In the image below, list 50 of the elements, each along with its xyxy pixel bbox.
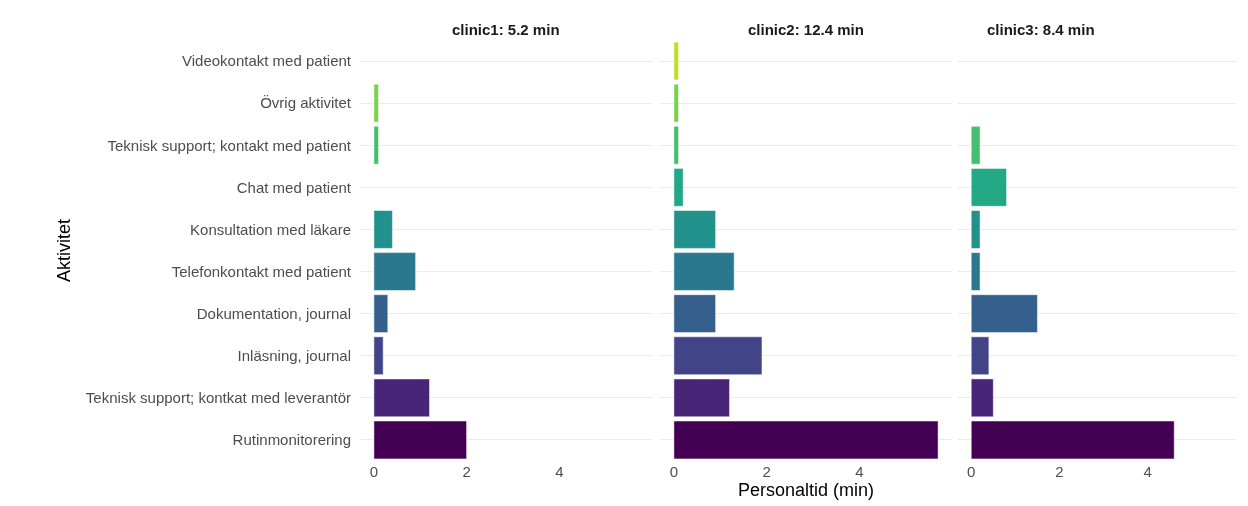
x-tick-label: 0 [669,463,679,480]
bar [970,210,981,249]
y-axis-title: Aktivitet [54,218,75,283]
bar [673,126,679,165]
bar [373,210,393,249]
bar [373,252,416,291]
bar [373,420,467,460]
bar [673,420,939,460]
y-tick-label: Chat med patient [236,178,352,196]
bar [970,420,1175,460]
y-tick-label: Rutinmonitorering [232,431,351,449]
x-tick-label: 2 [462,463,471,480]
bar [673,83,679,123]
x-tick-label: 4 [855,463,864,480]
bar [673,168,684,207]
y-tick-label: Övrig aktivitet [260,94,352,112]
x-tick-label: 2 [1055,463,1064,480]
y-tick-label: Teknisk support; kontkat med leverantör [85,389,351,407]
bar [970,294,1038,333]
bar [673,294,716,333]
chart-title: clinic1: 5.2 min [452,21,560,38]
x-tick-label: 0 [967,463,976,480]
y-tick-label: Teknisk support; kontakt med patient [107,136,352,154]
bar [673,336,763,375]
bar [673,378,730,418]
y-tick-label: Videokontakt med patient [181,52,352,70]
bar [373,378,430,418]
bar [970,336,990,375]
bar [373,336,384,375]
x-axis-title: Personaltid (min) [737,480,875,500]
bar [373,83,379,123]
bar [373,126,379,165]
x-tick-label: 2 [762,463,771,480]
y-tick-label: Konsultation med läkare [190,220,351,238]
y-tick-label: Telefonkontakt med patient [171,262,352,280]
x-tick-label: 4 [555,463,564,480]
bar [673,41,679,81]
bar [970,168,1007,207]
chart-title: clinic3: 8.4 min [987,21,1095,38]
bar [970,126,981,165]
x-tick-label: 4 [1143,463,1152,480]
bar [970,252,981,291]
chart-title: clinic2: 12.4 min [748,21,864,38]
bar [970,378,994,418]
bar [373,294,389,333]
y-tick-label: Dokumentation, journal [196,304,351,322]
x-tick-label: 0 [369,463,379,480]
y-tick-label: Inläsning, journal [237,347,351,364]
bar [673,252,735,291]
bar [673,210,716,249]
